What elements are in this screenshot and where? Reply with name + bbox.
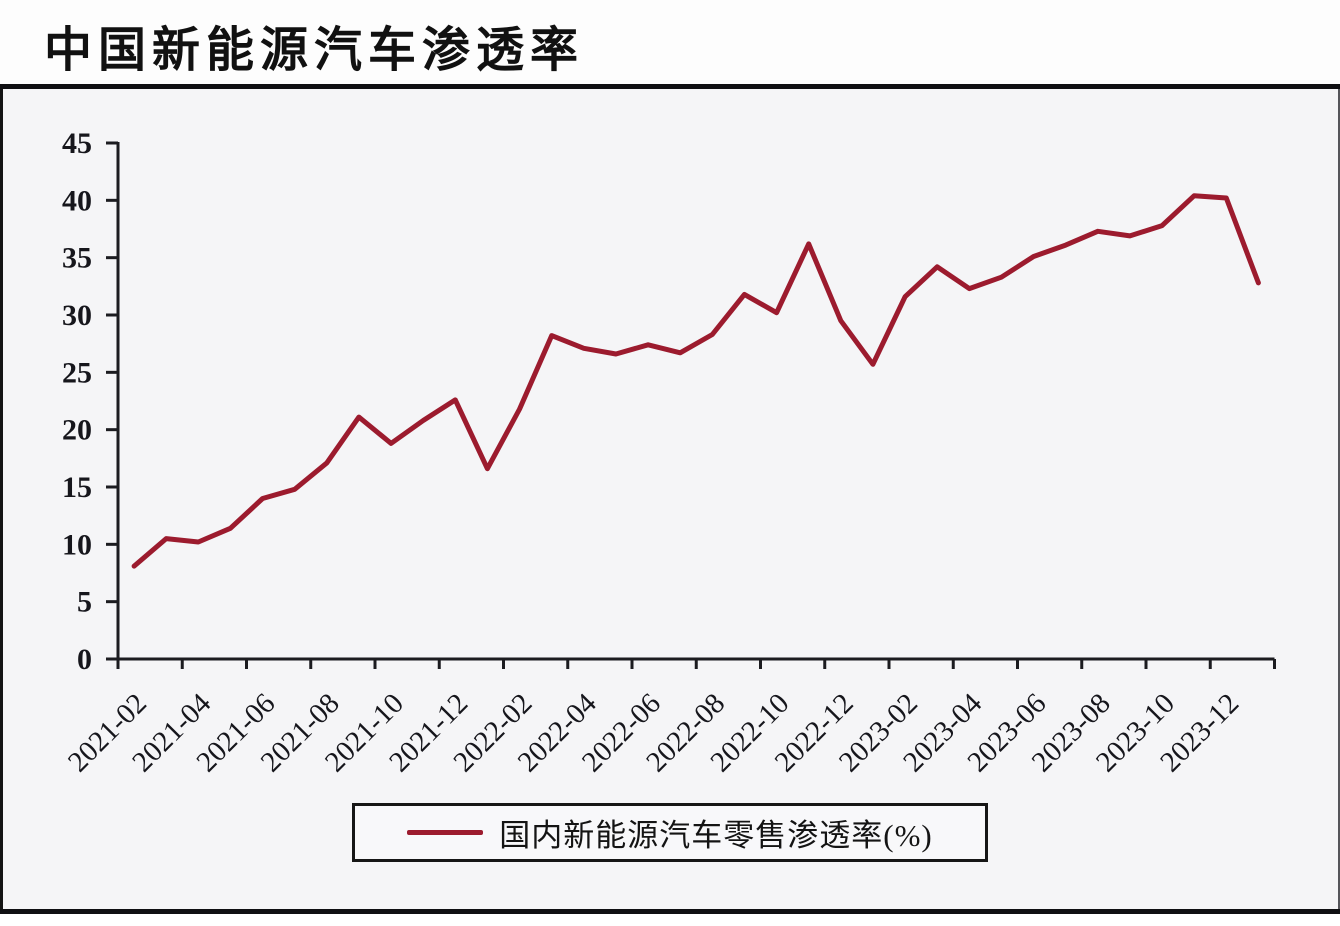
y-tick-label: 20 [62,414,92,447]
legend-series-label: 国内新能源汽车零售渗透率(%) [499,818,933,853]
title-bar: 中国新能源汽车渗透率 [0,0,1340,84]
legend-line-sample-icon [407,830,484,835]
y-tick-label: 40 [62,184,92,217]
y-tick-label: 30 [62,299,92,332]
y-tick-label: 10 [62,528,92,561]
y-tick-label: 0 [77,643,92,676]
page-title: 中国新能源汽车渗透率 [44,24,585,77]
y-tick-label: 45 [62,127,92,160]
y-tick-label: 15 [62,471,92,504]
chart-panel [0,89,1340,909]
penetration-rate-line [131,193,1261,569]
legend: 国内新能源汽车零售渗透率(%) [352,803,988,862]
top-divider-rule [0,84,1340,89]
y-tick-label: 5 [77,586,92,619]
y-tick-label: 25 [62,356,92,389]
bottom-divider-rule [0,909,1340,914]
y-tick-label: 35 [62,242,92,275]
